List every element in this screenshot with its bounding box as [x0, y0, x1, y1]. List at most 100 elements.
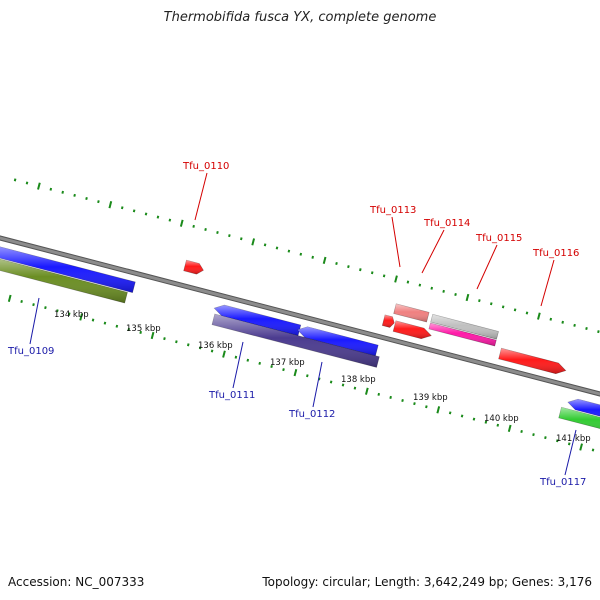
- tick-mark-lower: [389, 395, 392, 399]
- topology-text: Topology: circular; Length: 3,642,249 bp…: [262, 575, 592, 589]
- tick-mark-lower: [44, 306, 47, 310]
- kbp-label: 136 kbp: [198, 341, 233, 351]
- tick-mark-lower: [163, 337, 166, 341]
- map-title: Thermobifida fusca YX, complete genome: [163, 10, 437, 25]
- tick-mark-upper: [251, 238, 256, 246]
- tick-mark-lower: [198, 346, 202, 350]
- gene-label-forward[interactable]: Tfu_0110: [182, 161, 229, 172]
- tick-mark-upper: [37, 182, 41, 190]
- gene-label-reverse[interactable]: Tfu_0112: [288, 409, 335, 420]
- tick-mark-lower: [591, 448, 595, 452]
- tick-mark-upper: [549, 317, 553, 321]
- gene-Tfu_0109[interactable]: [0, 246, 136, 293]
- leader-line: [540, 259, 555, 307]
- tick-mark-upper: [322, 256, 327, 265]
- gene-Tfu_0117[interactable]: [567, 398, 600, 422]
- gene-Tfu_0109-b[interactable]: [0, 255, 128, 304]
- tick-mark-upper: [430, 286, 434, 290]
- tick-mark-upper: [228, 234, 231, 238]
- gene-Tfu_0113[interactable]: [381, 314, 395, 328]
- tick-mark-lower: [258, 361, 262, 365]
- tick-mark-lower: [329, 380, 333, 384]
- tick-mark-lower: [91, 318, 95, 322]
- tick-mark-upper: [120, 206, 124, 210]
- tick-mark-upper: [335, 261, 338, 266]
- tick-mark-lower: [139, 330, 142, 334]
- tick-mark-lower: [484, 420, 488, 424]
- gene-Tfu_0110[interactable]: [183, 259, 204, 275]
- kbp-label: 139 kbp: [413, 393, 448, 403]
- gene-label-forward[interactable]: Tfu_0114: [423, 218, 470, 229]
- tick-mark-lower: [496, 423, 500, 427]
- tick-mark-lower: [293, 369, 298, 377]
- tick-mark-upper: [13, 178, 17, 182]
- gene-Tfu_0117-b[interactable]: [558, 406, 600, 434]
- accession-text: Accession: NC_007333: [8, 575, 145, 589]
- tick-mark-lower: [579, 443, 583, 451]
- gene-label-forward[interactable]: Tfu_0116: [532, 248, 579, 259]
- leader-line: [312, 361, 323, 408]
- tick-mark-upper: [489, 302, 493, 306]
- tick-mark-lower: [436, 406, 441, 414]
- tick-mark-upper: [561, 320, 564, 324]
- kbp-label: 135 kbp: [126, 324, 161, 334]
- tick-mark-upper: [501, 305, 505, 309]
- gene-label-reverse[interactable]: Tfu_0111: [208, 390, 255, 401]
- tick-mark-upper: [537, 312, 541, 320]
- tick-mark-upper: [192, 224, 195, 228]
- tick-mark-lower: [507, 424, 512, 433]
- tick-mark-lower: [115, 324, 119, 328]
- gene-Tfu_0112[interactable]: [296, 326, 379, 357]
- tick-mark-lower: [556, 439, 559, 443]
- tick-mark-lower: [32, 303, 35, 307]
- leader-line: [391, 216, 401, 268]
- tick-mark-upper: [85, 196, 88, 201]
- leader-line: [421, 229, 445, 274]
- gene-label-forward[interactable]: Tfu_0113: [369, 205, 416, 216]
- tick-mark-upper: [144, 212, 148, 216]
- tick-mark-lower: [67, 312, 71, 316]
- tick-mark-upper: [168, 218, 172, 222]
- tick-mark-upper: [263, 243, 267, 247]
- tick-mark-lower: [448, 411, 452, 415]
- tick-mark-upper: [382, 274, 386, 278]
- tick-mark-upper: [216, 231, 219, 235]
- tick-mark-lower: [353, 386, 357, 390]
- gene-Tfu_0115-c[interactable]: [392, 320, 432, 340]
- tick-mark-lower: [234, 355, 238, 359]
- tick-mark-upper: [179, 219, 184, 227]
- gene-label-reverse[interactable]: Tfu_0109: [7, 346, 54, 357]
- gene-label-forward[interactable]: Tfu_0115: [475, 233, 522, 244]
- tick-mark-lower: [270, 364, 273, 368]
- kbp-label: 134 kbp: [54, 310, 89, 320]
- tick-mark-lower: [246, 358, 250, 362]
- tick-mark-lower: [472, 417, 476, 421]
- gene-Tfu_0114[interactable]: [393, 303, 430, 323]
- tick-mark-lower: [425, 405, 428, 409]
- tick-mark-lower: [413, 402, 416, 406]
- tick-mark-upper: [347, 265, 350, 269]
- tick-mark-lower: [544, 436, 547, 440]
- gene-label-reverse[interactable]: Tfu_0117: [539, 477, 586, 488]
- gene-Tfu_0111[interactable]: [213, 304, 302, 336]
- tick-mark-upper: [525, 311, 529, 315]
- tick-mark-lower: [7, 294, 12, 303]
- kbp-label: 137 kbp: [270, 358, 305, 368]
- tick-mark-lower: [377, 392, 381, 396]
- tick-mark-lower: [520, 429, 523, 433]
- tick-mark-upper: [406, 280, 410, 284]
- leader-line: [194, 172, 208, 221]
- tick-mark-lower: [401, 399, 404, 403]
- tick-mark-upper: [454, 292, 457, 296]
- tick-mark-lower: [186, 343, 190, 347]
- tick-mark-upper: [108, 201, 113, 209]
- tick-mark-upper: [359, 268, 362, 272]
- gene-Tfu_0116[interactable]: [498, 347, 567, 375]
- tick-mark-upper: [299, 252, 303, 256]
- tick-mark-lower: [222, 350, 226, 358]
- tick-mark-lower: [150, 331, 155, 340]
- gene-Tfu_0115-b[interactable]: [428, 322, 497, 347]
- gene-Tfu_0115[interactable]: [430, 313, 499, 340]
- backbone-line: [0, 236, 600, 396]
